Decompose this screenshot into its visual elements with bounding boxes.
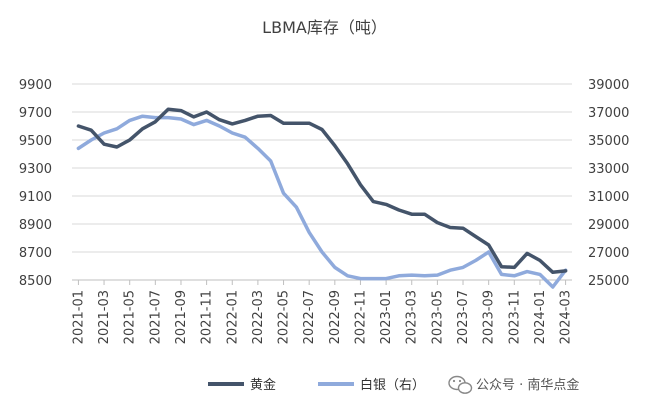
x-tick-label: 2023-03 <box>405 290 420 344</box>
gridlines <box>72 83 572 281</box>
x-tick-label: 2022-05 <box>277 290 292 344</box>
y-left-tick-label: 9500 <box>19 134 52 149</box>
watermark-text: 公众号 · 南华点金 <box>476 377 579 393</box>
x-tick-label: 2023-11 <box>507 290 522 344</box>
y-left-tick-label: 9100 <box>19 190 52 205</box>
x-tick-label: 2022-01 <box>225 290 240 344</box>
x-tick-label: 2022-11 <box>353 290 368 344</box>
y-right-tick-label: 33000 <box>588 162 629 177</box>
x-tick-label: 2024-03 <box>559 290 574 344</box>
x-tick-label: 2024-01 <box>533 290 548 344</box>
watermark: 公众号 · 南华点金 <box>448 375 579 394</box>
silver-series-line <box>76 114 568 289</box>
x-tick-label: 2021-09 <box>174 290 189 344</box>
x-axis: 2021-01 2021-03 2021-05 2021-07 2021-09 2021-… <box>71 280 574 344</box>
y-right-tick-label: 35000 <box>588 134 629 149</box>
x-tick-label: 2021-05 <box>123 290 138 344</box>
y-left-tick-label: 9700 <box>19 106 52 121</box>
legend-label-silver: 白银（右） <box>360 377 425 393</box>
y-axis-right: 25000 27000 29000 31000 33000 35000 37000 39000 <box>588 78 629 289</box>
x-tick-label: 2023-05 <box>430 290 445 344</box>
x-tick-label: 2023-01 <box>379 290 394 344</box>
legend-label-gold: 黄金 <box>250 377 276 393</box>
y-axis-left: 8500 8700 8900 9100 9300 9500 9700 9900 <box>19 78 52 289</box>
x-tick-label: 2022-07 <box>302 290 317 344</box>
legend: 黄金 白银（右） <box>208 377 425 393</box>
y-left-tick-label: 9300 <box>19 162 52 177</box>
x-tick-label: 2021-01 <box>71 290 86 344</box>
y-right-tick-label: 31000 <box>588 190 629 205</box>
x-tick-label: 2021-03 <box>97 290 112 344</box>
x-tick-label: 2021-07 <box>148 290 163 344</box>
x-tick-label: 2023-09 <box>482 290 497 344</box>
y-left-tick-label: 9900 <box>19 78 52 93</box>
y-right-tick-label: 29000 <box>588 218 629 233</box>
series-layer <box>76 107 568 289</box>
x-tick-label: 2022-09 <box>328 290 343 344</box>
y-right-tick-label: 25000 <box>588 274 629 289</box>
x-tick-label: 2022-03 <box>251 290 266 344</box>
y-left-tick-label: 8500 <box>19 274 52 289</box>
gold-series-line <box>76 107 568 275</box>
y-right-tick-label: 39000 <box>588 78 629 93</box>
x-tick-label: 2023-07 <box>456 290 471 344</box>
y-left-tick-label: 8700 <box>19 246 52 261</box>
wechat-icon <box>448 375 473 394</box>
y-left-tick-label: 8900 <box>19 218 52 233</box>
chart-title: LBMA库存（吨） <box>262 18 387 37</box>
y-right-tick-label: 37000 <box>588 106 629 121</box>
y-right-tick-label: 27000 <box>588 246 629 261</box>
x-tick-label: 2021-11 <box>200 290 215 344</box>
